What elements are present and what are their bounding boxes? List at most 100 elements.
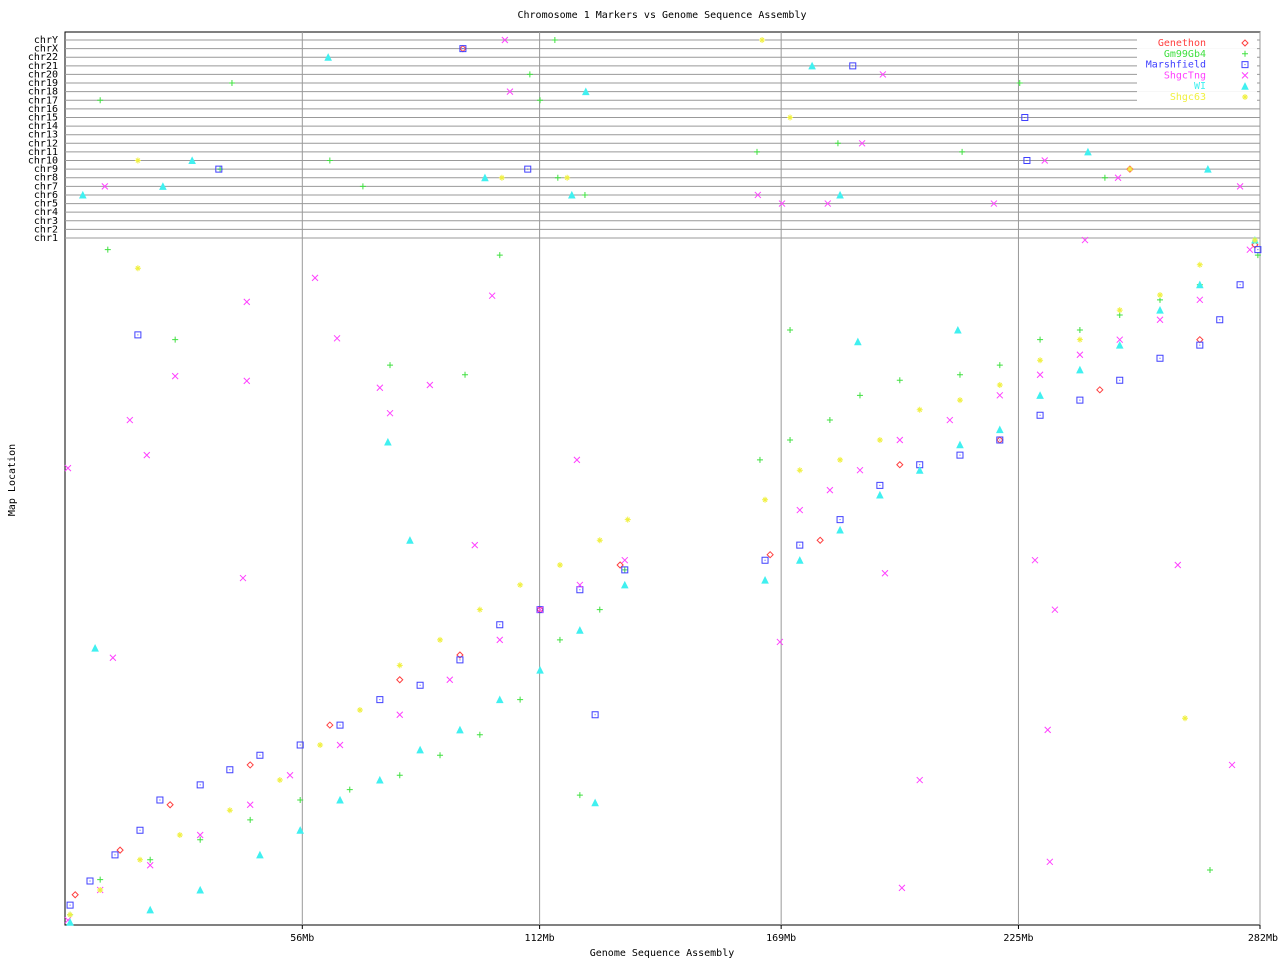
- marker: [326, 721, 334, 729]
- x-tick-label: 169Mb: [766, 933, 796, 944]
- marker: [356, 706, 363, 713]
- chromosome-label: chr13: [28, 130, 58, 141]
- marker: [536, 606, 544, 614]
- marker: [446, 676, 454, 684]
- marker: [476, 731, 483, 738]
- marker: [591, 711, 599, 719]
- marker: [143, 451, 151, 459]
- marker: [898, 884, 906, 892]
- marker: [296, 826, 304, 834]
- legend-label: Gm99Gb4: [1164, 49, 1206, 60]
- marker: [1116, 307, 1123, 314]
- marker: [816, 536, 824, 544]
- marker: [1156, 316, 1164, 324]
- marker: [1101, 174, 1108, 181]
- marker: [396, 772, 403, 779]
- marker: [621, 566, 629, 574]
- chromosome-label: chr6: [34, 190, 58, 201]
- marker: [276, 777, 283, 784]
- marker: [1196, 261, 1203, 268]
- marker: [956, 371, 963, 378]
- marker: [1044, 726, 1052, 734]
- chromosome-label: chr11: [28, 147, 58, 158]
- marker: [856, 466, 864, 474]
- marker: [359, 183, 366, 190]
- legend-label: Marshfield: [1146, 60, 1206, 71]
- marker: [556, 636, 563, 643]
- marker: [1156, 354, 1164, 362]
- marker: [297, 796, 304, 803]
- marker: [496, 252, 503, 259]
- marker: [226, 766, 234, 774]
- marker: [1196, 335, 1204, 344]
- marker: [776, 638, 784, 646]
- marker: [396, 711, 404, 719]
- marker: [324, 53, 332, 61]
- marker: [147, 856, 154, 863]
- marker: [197, 836, 204, 843]
- marker: [564, 174, 571, 181]
- marker: [856, 392, 863, 399]
- marker: [109, 654, 117, 662]
- marker: [1156, 306, 1164, 314]
- chromosome-label: chr4: [34, 207, 58, 218]
- marker: [1115, 341, 1124, 349]
- legend-marker: [1241, 61, 1249, 69]
- marker: [91, 644, 99, 652]
- legend-marker: [1242, 94, 1248, 100]
- marker: [416, 745, 424, 754]
- marker: [837, 456, 844, 463]
- chromosome-label: chr16: [28, 104, 58, 115]
- marker: [576, 792, 583, 799]
- x-tick-label: 282Mb: [1248, 933, 1278, 944]
- marker: [896, 377, 903, 384]
- marker: [858, 139, 866, 147]
- marker: [66, 918, 74, 926]
- chromosome-label: chr17: [28, 95, 58, 106]
- marker: [459, 45, 467, 53]
- chromosome-label: chr15: [28, 112, 58, 123]
- legend-background: [1137, 80, 1257, 92]
- marker: [826, 486, 834, 494]
- marker: [456, 656, 464, 664]
- marker: [137, 856, 144, 863]
- marker: [286, 771, 294, 779]
- marker: [146, 905, 154, 914]
- marker: [97, 97, 104, 104]
- marker: [159, 182, 167, 190]
- marker: [1204, 165, 1212, 173]
- marker: [456, 725, 464, 734]
- marker: [1021, 113, 1029, 121]
- legend-label: Genethon: [1158, 38, 1206, 49]
- marker: [86, 877, 94, 885]
- marker: [996, 391, 1004, 399]
- marker: [876, 436, 883, 443]
- marker: [376, 384, 384, 392]
- marker: [188, 156, 196, 165]
- legend-label: WI: [1194, 81, 1206, 92]
- marker: [426, 381, 434, 389]
- marker: [616, 561, 624, 569]
- marker: [1116, 336, 1124, 344]
- marker: [759, 37, 766, 43]
- marker: [581, 191, 588, 198]
- marker: [916, 776, 924, 784]
- marker: [876, 490, 884, 499]
- marker: [437, 636, 444, 643]
- marker: [1096, 386, 1104, 394]
- legend-marker: [1241, 72, 1249, 79]
- marker: [462, 371, 469, 378]
- legend-background: [1137, 59, 1257, 70]
- marker: [1254, 246, 1262, 254]
- marker: [916, 406, 923, 413]
- marker: [396, 662, 403, 669]
- marker: [996, 382, 1003, 389]
- marker: [876, 481, 884, 489]
- marker: [787, 114, 794, 121]
- chromosome-label: chrX: [34, 44, 58, 55]
- marker: [761, 576, 769, 584]
- marker: [437, 752, 444, 759]
- marker: [104, 246, 111, 253]
- chromosome-label: chr19: [28, 78, 58, 89]
